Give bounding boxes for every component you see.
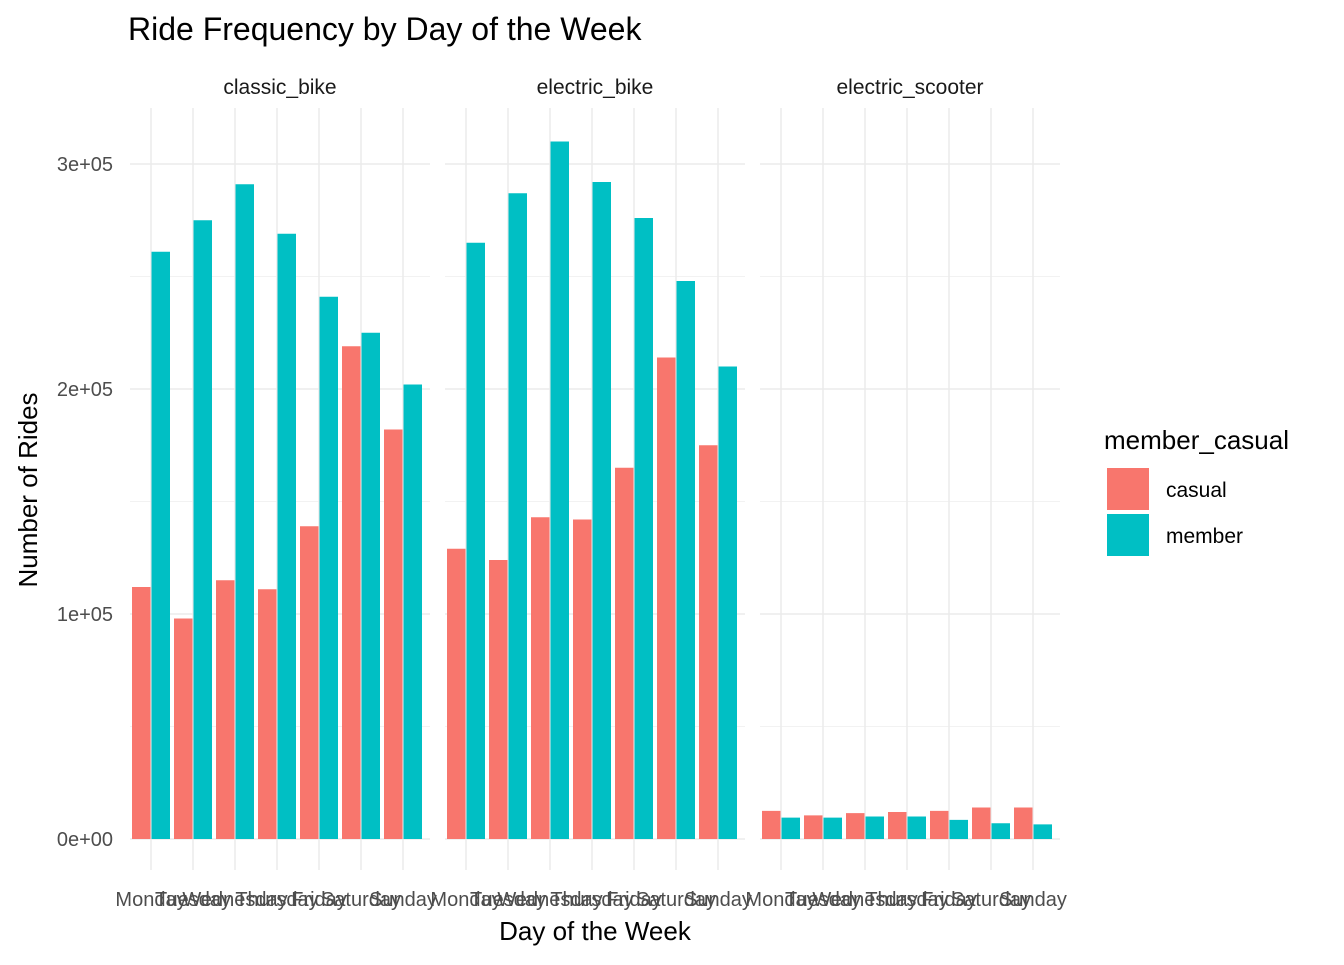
x-tick-label: Sunday [369,889,437,911]
x-tick-label: Friday [921,889,977,911]
facet-label: electric_scooter [836,76,983,99]
bar-electric_scooter-casual-friday [930,810,949,839]
bar-electric_scooter-member-thursday [907,816,926,839]
bar-electric_scooter-casual-saturday [972,807,991,839]
x-tick-label: Monday [430,889,501,911]
bar-electric_bike-member-monday [466,242,485,839]
bar-electric_scooter-member-wednesday [865,816,884,839]
bar-classic_bike-member-saturday [361,332,380,839]
bar-electric_scooter-casual-monday [762,810,781,839]
legend: member_casual casual member [1104,425,1289,556]
bar-classic_bike-member-sunday [403,384,422,839]
x-tick-label: Saturday [321,889,401,911]
facet-label: electric_bike [537,76,654,99]
x-tick-label: Wednesday [182,889,287,911]
bar-electric_bike-casual-wednesday [531,517,550,839]
bar-classic_bike-casual-friday [300,526,319,839]
bar-electric_bike-member-sunday [718,366,737,839]
bar-classic_bike-member-wednesday [235,184,254,839]
y-tick-label: 3e+05 [57,154,113,176]
y-axis-title: Number of Rides [13,392,43,587]
bar-electric_bike-casual-friday [615,467,634,839]
bar-electric_scooter-member-tuesday [823,817,842,839]
bar-electric_scooter-casual-wednesday [846,813,865,839]
legend-title: member_casual [1104,425,1289,455]
x-tick-label: Sunday [684,889,752,911]
legend-key-member [1107,514,1149,556]
y-axis: 0e+00 1e+05 2e+05 3e+05 [57,154,113,851]
x-tick-label: Wednesday [812,889,917,911]
bar-electric_scooter-casual-tuesday [804,815,823,839]
bar-electric_scooter-casual-thursday [888,812,907,839]
x-tick-label: Thursday [865,889,948,911]
bar-electric_scooter-member-friday [949,819,968,839]
bar-electric_bike-member-tuesday [508,193,527,839]
bar-electric_scooter-member-saturday [991,823,1010,839]
legend-label-member: member [1166,525,1243,548]
bar-electric_bike-member-friday [634,218,653,839]
bar-electric_bike-casual-thursday [573,519,592,839]
bar-classic_bike-casual-monday [132,587,151,839]
x-tick-label: Friday [606,889,662,911]
bar-classic_bike-member-thursday [277,233,296,839]
x-tick-label: Saturday [636,889,716,911]
x-tick-label: Sunday [999,889,1067,911]
x-tick-label: Tuesday [155,889,231,911]
x-axis-title: Day of the Week [499,916,692,946]
bar-classic_bike-casual-sunday [384,429,403,839]
x-tick-label: Wednesday [497,889,602,911]
x-tick-label: Thursday [235,889,318,911]
chart-title: Ride Frequency by Day of the Week [128,11,642,47]
x-tick-label: Tuesday [785,889,861,911]
y-tick-label: 0e+00 [57,829,113,851]
bar-electric_bike-casual-sunday [699,445,718,839]
bar-electric_bike-casual-monday [447,548,466,839]
legend-label-casual: casual [1166,479,1227,502]
bar-classic_bike-casual-tuesday [174,618,193,839]
bar-electric_scooter-member-monday [781,817,800,839]
bar-classic_bike-casual-saturday [342,346,361,839]
bar-electric_bike-member-saturday [676,281,695,839]
bar-electric_bike-casual-saturday [657,357,676,839]
facet-electric_scooter: electric_scooter MondayTuesdayWednesdayTh… [745,76,1067,911]
legend-key-casual [1107,468,1149,510]
x-tick-label: Monday [745,889,816,911]
bar-electric_bike-member-thursday [592,182,611,839]
bar-electric_scooter-member-sunday [1033,824,1052,839]
facet-electric_bike: electric_bike MondayTuesdayWednesdayThurs… [430,76,752,911]
y-tick-label: 1e+05 [57,604,113,626]
facet-label: classic_bike [223,76,336,99]
bar-electric_bike-casual-tuesday [489,560,508,839]
x-tick-label: Friday [291,889,347,911]
bar-electric_scooter-casual-sunday [1014,807,1033,839]
x-tick-label: Saturday [951,889,1031,911]
bar-classic_bike-member-friday [319,296,338,839]
x-tick-label: Thursday [550,889,633,911]
facet-panels: classic_bikeMondayTuesdayWednesdayThursd… [115,76,1067,911]
y-tick-label: 2e+05 [57,379,113,401]
bar-classic_bike-casual-wednesday [216,580,235,839]
bar-classic_bike-member-monday [151,251,170,839]
x-tick-label: Tuesday [470,889,546,911]
bar-classic_bike-member-tuesday [193,220,212,839]
facet-classic_bike: classic_bike MondayTuesdayWednesdayThursd… [115,76,437,911]
bar-electric_bike-member-wednesday [550,141,569,839]
bar-classic_bike-casual-thursday [258,589,277,839]
x-tick-label: Monday [115,889,186,911]
